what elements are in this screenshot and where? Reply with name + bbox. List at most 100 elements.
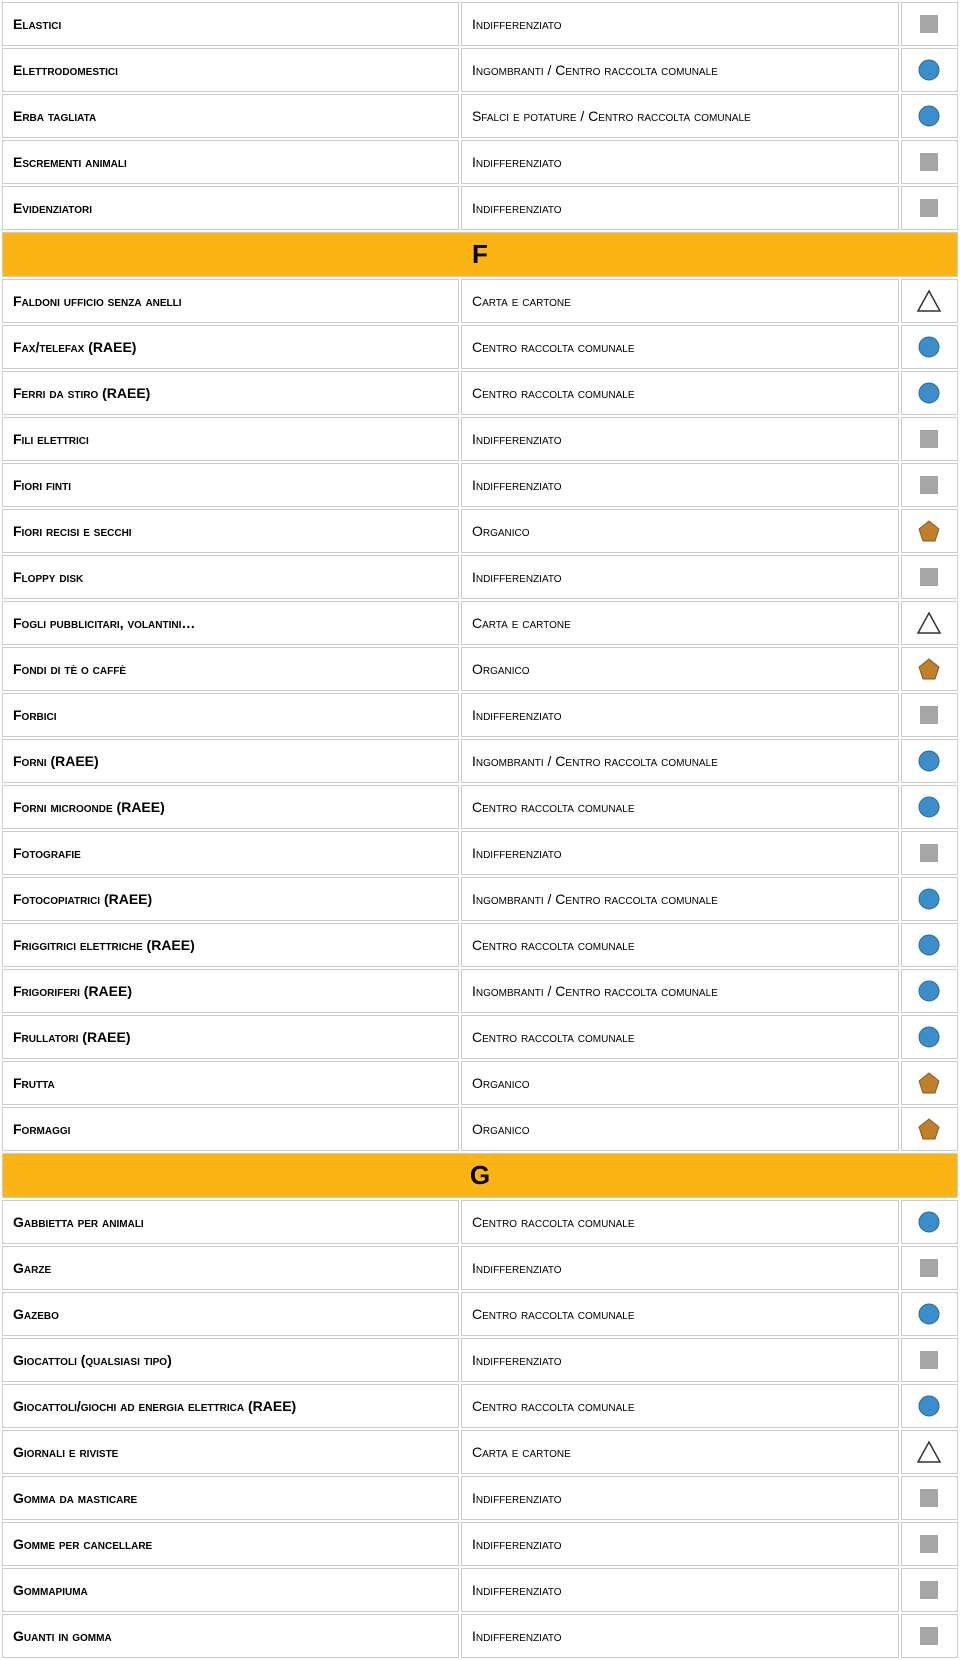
table-row: Fili elettriciIndifferenziato bbox=[2, 417, 958, 461]
category-icon bbox=[901, 969, 958, 1013]
item-name: Giornali e riviste bbox=[2, 1430, 459, 1474]
item-name: Fiori finti bbox=[2, 463, 459, 507]
category-icon bbox=[901, 601, 958, 645]
category-icon bbox=[901, 140, 958, 184]
category-icon bbox=[901, 1015, 958, 1059]
item-name: Faldoni ufficio senza anelli bbox=[2, 279, 459, 323]
category-icon bbox=[901, 1430, 958, 1474]
category-icon bbox=[901, 48, 958, 92]
category-icon bbox=[901, 1522, 958, 1566]
category-name: Indifferenziato bbox=[461, 555, 899, 599]
category-icon bbox=[901, 693, 958, 737]
category-name: Indifferenziato bbox=[461, 1338, 899, 1382]
category-name: Ingombranti / Centro raccolta comunale bbox=[461, 48, 899, 92]
item-name: Erba tagliata bbox=[2, 94, 459, 138]
item-name: Fotocopiatrici (RAEE) bbox=[2, 877, 459, 921]
item-name: Fili elettrici bbox=[2, 417, 459, 461]
table-row: GommapiumaIndifferenziato bbox=[2, 1568, 958, 1612]
table-row: Erba tagliataSfalci e potature / Centro … bbox=[2, 94, 958, 138]
category-name: Indifferenziato bbox=[461, 1614, 899, 1658]
category-name: Centro raccolta comunale bbox=[461, 923, 899, 967]
table-row: Giornali e rivisteCarta e cartone bbox=[2, 1430, 958, 1474]
category-icon bbox=[901, 186, 958, 230]
category-name: Indifferenziato bbox=[461, 463, 899, 507]
category-name: Indifferenziato bbox=[461, 1476, 899, 1520]
category-name: Organico bbox=[461, 647, 899, 691]
category-name: Organico bbox=[461, 1061, 899, 1105]
table-row: Fax/telefax (RAEE)Centro raccolta comuna… bbox=[2, 325, 958, 369]
category-icon bbox=[901, 279, 958, 323]
category-name: Sfalci e potature / Centro raccolta comu… bbox=[461, 94, 899, 138]
section-letter: F bbox=[2, 232, 958, 277]
item-name: Gazebo bbox=[2, 1292, 459, 1336]
table-row: Forni (RAEE)Ingombranti / Centro raccolt… bbox=[2, 739, 958, 783]
category-icon bbox=[901, 1292, 958, 1336]
category-icon bbox=[901, 785, 958, 829]
table-row: ForbiciIndifferenziato bbox=[2, 693, 958, 737]
category-name: Indifferenziato bbox=[461, 417, 899, 461]
table-row: Giocattoli (qualsiasi tipo)Indifferenzia… bbox=[2, 1338, 958, 1382]
table-row: Forni microonde (RAEE)Centro raccolta co… bbox=[2, 785, 958, 829]
category-icon bbox=[901, 1614, 958, 1658]
item-name: Gomme per cancellare bbox=[2, 1522, 459, 1566]
category-icon bbox=[901, 463, 958, 507]
item-name: Elastici bbox=[2, 2, 459, 46]
table-row: Fiori fintiIndifferenziato bbox=[2, 463, 958, 507]
letter-row: F bbox=[2, 232, 958, 277]
table-row: Fiori recisi e secchiOrganico bbox=[2, 509, 958, 553]
letter-row: G bbox=[2, 1153, 958, 1198]
table-row: ElettrodomesticiIngombranti / Centro rac… bbox=[2, 48, 958, 92]
table-row: Giocattoli/giochi ad energia elettrica (… bbox=[2, 1384, 958, 1428]
waste-sorting-table: ElasticiIndifferenziatoElettrodomesticiI… bbox=[0, 0, 960, 1660]
table-row: EvidenziatoriIndifferenziato bbox=[2, 186, 958, 230]
table-row: Floppy diskIndifferenziato bbox=[2, 555, 958, 599]
table-row: ElasticiIndifferenziato bbox=[2, 2, 958, 46]
table-row: Guanti in gommaIndifferenziato bbox=[2, 1614, 958, 1658]
category-name: Indifferenziato bbox=[461, 186, 899, 230]
category-name: Indifferenziato bbox=[461, 140, 899, 184]
category-icon bbox=[901, 923, 958, 967]
table-row: Faldoni ufficio senza anelliCarta e cart… bbox=[2, 279, 958, 323]
category-name: Centro raccolta comunale bbox=[461, 371, 899, 415]
category-icon bbox=[901, 325, 958, 369]
item-name: Fotografie bbox=[2, 831, 459, 875]
item-name: Floppy disk bbox=[2, 555, 459, 599]
item-name: Fax/telefax (RAEE) bbox=[2, 325, 459, 369]
category-icon bbox=[901, 1200, 958, 1244]
category-name: Indifferenziato bbox=[461, 831, 899, 875]
item-name: Forni microonde (RAEE) bbox=[2, 785, 459, 829]
category-name: Indifferenziato bbox=[461, 1522, 899, 1566]
category-name: Indifferenziato bbox=[461, 2, 899, 46]
category-icon bbox=[901, 509, 958, 553]
category-name: Centro raccolta comunale bbox=[461, 785, 899, 829]
item-name: Elettrodomestici bbox=[2, 48, 459, 92]
item-name: Frigoriferi (RAEE) bbox=[2, 969, 459, 1013]
category-name: Carta e cartone bbox=[461, 279, 899, 323]
category-name: Indifferenziato bbox=[461, 1568, 899, 1612]
table-row: Ferri da stiro (RAEE)Centro raccolta com… bbox=[2, 371, 958, 415]
category-name: Carta e cartone bbox=[461, 601, 899, 645]
category-icon bbox=[901, 1107, 958, 1151]
category-icon bbox=[901, 1476, 958, 1520]
item-name: Garze bbox=[2, 1246, 459, 1290]
category-name: Centro raccolta comunale bbox=[461, 1292, 899, 1336]
item-name: Evidenziatori bbox=[2, 186, 459, 230]
item-name: Gommapiuma bbox=[2, 1568, 459, 1612]
category-name: Carta e cartone bbox=[461, 1430, 899, 1474]
item-name: Frullatori (RAEE) bbox=[2, 1015, 459, 1059]
table-row: FruttaOrganico bbox=[2, 1061, 958, 1105]
table-row: Fondi di tè o caffèOrganico bbox=[2, 647, 958, 691]
table-row: FotografieIndifferenziato bbox=[2, 831, 958, 875]
category-name: Ingombranti / Centro raccolta comunale bbox=[461, 877, 899, 921]
table-row: Fotocopiatrici (RAEE)Ingombranti / Centr… bbox=[2, 877, 958, 921]
category-name: Centro raccolta comunale bbox=[461, 1384, 899, 1428]
category-icon bbox=[901, 1568, 958, 1612]
category-icon bbox=[901, 1338, 958, 1382]
table-row: Gomme per cancellareIndifferenziato bbox=[2, 1522, 958, 1566]
item-name: Fiori recisi e secchi bbox=[2, 509, 459, 553]
item-name: Fondi di tè o caffè bbox=[2, 647, 459, 691]
category-icon bbox=[901, 417, 958, 461]
item-name: Formaggi bbox=[2, 1107, 459, 1151]
category-name: Indifferenziato bbox=[461, 1246, 899, 1290]
item-name: Guanti in gomma bbox=[2, 1614, 459, 1658]
